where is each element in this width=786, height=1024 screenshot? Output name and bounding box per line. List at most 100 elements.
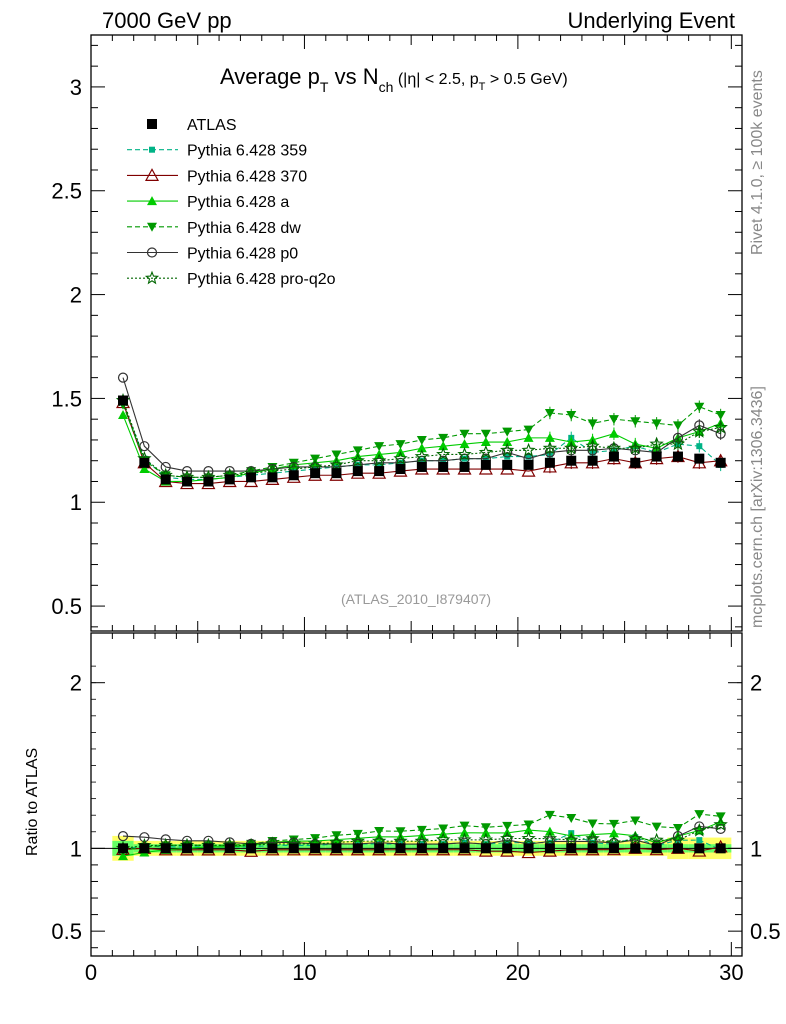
point-pq2o: [692, 424, 707, 438]
ratio-point-atlas: [566, 843, 577, 854]
ratio-point-atlas: [224, 843, 235, 854]
ratio-point-p359: [504, 839, 511, 846]
x-tick-label: 0: [85, 960, 97, 985]
point-pq2o: [606, 440, 622, 455]
ratio-point-pdw: [288, 835, 299, 845]
legend-marker-pp0: [146, 247, 158, 258]
point-pa: [118, 410, 129, 420]
legend-label-pq2o: Pythia 6.428 pro-q2o: [187, 271, 336, 288]
ratio-point-atlas: [288, 843, 299, 854]
ratio-point-pdw: [502, 821, 513, 831]
y-tick-label: 0.5: [51, 594, 82, 619]
legend-marker-pa: [147, 196, 157, 206]
ratio-point-p359: [525, 839, 532, 846]
header-left: 7000 GeV pp: [102, 8, 232, 33]
ratio-point-p359: [546, 839, 553, 846]
ratio-y-tick-label: 1: [70, 836, 82, 861]
series-line-pp0: [122, 377, 721, 472]
point-pa: [459, 439, 470, 449]
point-atlas: [523, 459, 534, 470]
point-p370: [521, 463, 536, 477]
point-pdw: [523, 425, 534, 435]
ratio-point-pq2o: [542, 831, 558, 845]
point-pdw: [331, 450, 342, 460]
ratio-point-pdw: [587, 819, 598, 829]
point-atlas: [587, 455, 598, 466]
point-pp0: [181, 465, 193, 477]
ratio-point-p359: [696, 837, 703, 844]
legend-label-pp0: Pythia 6.428 p0: [187, 246, 298, 263]
main-panel: [90, 34, 743, 632]
point-pq2o: [670, 436, 686, 451]
ratio-point-atlas: [459, 843, 470, 854]
ratio-point-pdw: [480, 823, 491, 833]
ratio-panel: [90, 632, 743, 957]
x-tick-label: 10: [292, 960, 316, 985]
point-atlas: [651, 451, 662, 462]
ratio-point-pdw: [267, 836, 278, 846]
point-atlas: [502, 459, 513, 470]
ratio-point-pa: [523, 825, 534, 835]
ratio-point-pdw: [523, 820, 534, 830]
ratio-point-atlas: [267, 843, 278, 854]
point-pdw: [544, 408, 555, 418]
ratio-point-pdw: [544, 810, 555, 820]
point-atlas: [203, 476, 214, 487]
point-pa: [544, 432, 555, 442]
legend-marker-atlas: [147, 119, 157, 129]
point-atlas: [416, 461, 427, 472]
point-pdw: [395, 440, 406, 450]
point-atlas: [118, 395, 129, 406]
ratio-point-atlas: [182, 843, 193, 854]
ratio-point-pdw: [459, 821, 470, 831]
analysis-tag: (ATLAS_2010_I879407): [341, 591, 491, 607]
axes: 0 10 20 30 0.5 1 1.5 2 2.5 3 0.5 0.5 1 1 2 2: [51, 35, 781, 985]
point-pdw: [374, 442, 385, 452]
ratio-point-pdw: [715, 812, 726, 822]
ratio-point-pp0: [117, 831, 129, 842]
point-pdw: [566, 411, 577, 421]
mcplots-label: mcplots.cern.ch [arXiv:1306.3436]: [749, 386, 766, 628]
ratio-point-pp0: [694, 821, 705, 832]
ratio-point-pq2o: [585, 831, 600, 845]
point-atlas: [374, 466, 385, 477]
y-tick-label: 1: [70, 490, 82, 515]
point-atlas: [352, 466, 363, 477]
point-atlas: [310, 468, 321, 479]
point-atlas: [672, 451, 683, 462]
point-pdw: [459, 429, 470, 439]
ratio-point-pdw: [672, 823, 683, 833]
y-tick-label: 3: [70, 75, 82, 100]
point-atlas: [246, 472, 257, 483]
ratio-point-pdw: [395, 827, 406, 837]
legend-label-atlas: ATLAS: [187, 117, 237, 134]
point-pdw: [587, 419, 598, 429]
point-pq2o: [371, 453, 387, 467]
point-atlas: [224, 474, 235, 485]
ratio-point-pq2o: [670, 832, 686, 847]
point-pq2o: [521, 442, 536, 457]
ratio-point-atlas: [438, 843, 449, 854]
ratio-point-pq2o: [649, 832, 664, 847]
legend-marker-p359: [149, 146, 155, 153]
point-pp0: [203, 465, 214, 477]
point-atlas: [459, 461, 470, 472]
ratio-point-pq2o: [713, 817, 728, 831]
point-pq2o: [436, 446, 451, 461]
y-tick-label: 2.5: [51, 179, 82, 204]
point-atlas: [715, 457, 726, 468]
point-pdw: [416, 435, 427, 445]
ratio-point-pq2o: [692, 822, 707, 837]
ratio-point-atlas: [694, 843, 705, 854]
ratio-point-atlas: [139, 843, 150, 854]
ratio-point-atlas: [480, 843, 491, 854]
legend-label-p370: Pythia 6.428 370: [187, 168, 307, 185]
ratio-point-pp0: [139, 832, 150, 843]
ratio-point-atlas: [246, 843, 257, 854]
point-pq2o: [585, 438, 600, 453]
point-pa: [416, 443, 427, 453]
ratio-point-atlas: [608, 843, 619, 854]
rivet-label: Rivet 4.1.0, ≥ 100k events: [749, 70, 766, 255]
point-atlas: [608, 451, 619, 462]
